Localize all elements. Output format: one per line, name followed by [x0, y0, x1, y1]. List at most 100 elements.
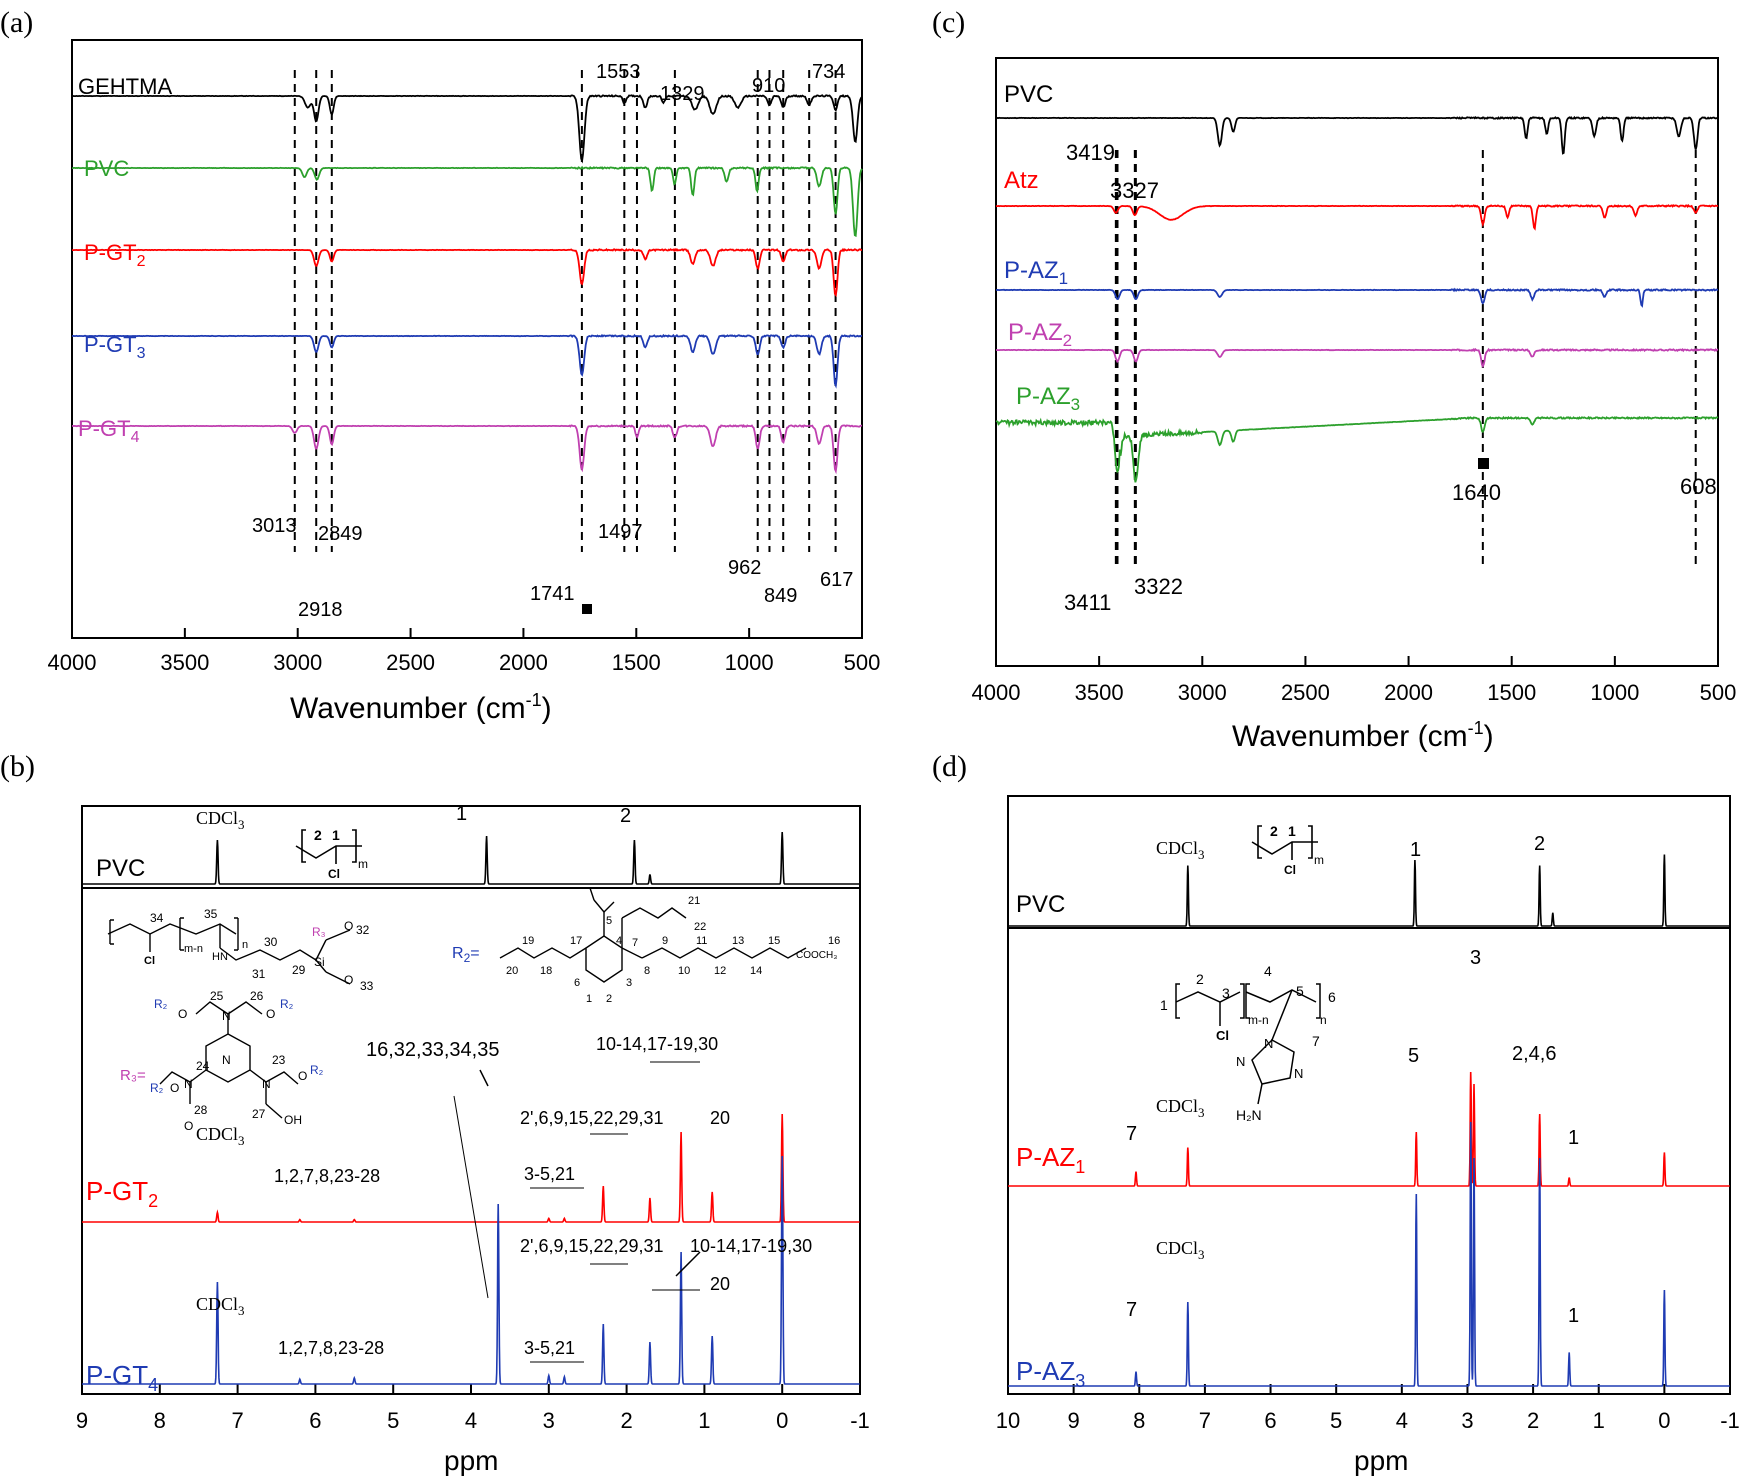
x-tick-label: 7: [231, 1408, 243, 1433]
struct-label-2: 2: [606, 993, 612, 1005]
struct-label-29: 29: [292, 963, 306, 977]
x-tick-label: 4: [465, 1408, 477, 1433]
x-tick-label: 4000: [48, 650, 97, 675]
peak-label-2: 2: [620, 805, 631, 827]
struct-label-22: 22: [694, 921, 706, 933]
x-axis-ticks: 4000 3500 3000 2500 2000 1500 1000 500: [48, 628, 880, 675]
spectrum-line: [995, 415, 1719, 483]
annotation-gt2-1: 1,2,7,8,23-28: [274, 1166, 380, 1186]
peak-label-7-paz1: 7: [1126, 1123, 1137, 1145]
struct-label-35: 35: [204, 907, 218, 921]
annotation-2918: 2918: [298, 599, 343, 621]
annotation-gt4-2: 3-5,21: [524, 1338, 575, 1358]
annotation-gt2-4: 10-14,17-19,30: [596, 1034, 718, 1054]
x-tick-label: 2000: [1384, 680, 1433, 705]
struct-triazine-n: N: [222, 1053, 231, 1067]
struct-label-32: 32: [356, 923, 370, 937]
annotation-962: 962: [728, 557, 761, 579]
solvent-label-cdcl3: CDCl3: [1156, 1096, 1205, 1120]
struct-r2-eq: R2=: [452, 945, 480, 965]
reference-dashed-lines: [293, 70, 837, 552]
struct-o-33: O: [344, 973, 353, 987]
spectra-lines: [71, 93, 863, 475]
x-tick-label: 3: [543, 1408, 555, 1433]
x-tick-label: 5: [387, 1408, 399, 1433]
x-tick-label: 2500: [1281, 680, 1330, 705]
pvc-structure: [295, 829, 362, 864]
struct-r3-eq: R₃=: [120, 1067, 146, 1084]
series-label-pgt2: P-GT2: [86, 1176, 158, 1211]
series-label-pvc: PVC: [1004, 81, 1053, 108]
paz-structure: [1175, 983, 1321, 1105]
annotation-608: 608: [1680, 474, 1717, 499]
peak-label-1: 1: [1410, 839, 1421, 861]
struct-cl: Cl: [328, 867, 340, 881]
annotation-gt4-5: 20: [710, 1274, 730, 1294]
x-tick-label: 0: [1658, 1408, 1670, 1433]
spectrum-line: [995, 287, 1719, 308]
spectrum-line: [71, 247, 862, 298]
struct-label-28: 28: [194, 1103, 208, 1117]
x-tick-label: 10: [996, 1408, 1020, 1433]
spectra-lines: [82, 831, 860, 1385]
x-axis-ticks: 9 8 7 6 5 4 3 2 1 0 -1: [76, 1384, 870, 1433]
annotation-3322: 3322: [1134, 574, 1183, 599]
peak-marker-square: [1478, 458, 1489, 469]
struct-o: O: [178, 1007, 187, 1021]
plot-frame: [71, 39, 863, 639]
struct-cl: Cl: [1216, 1028, 1229, 1043]
spectrum-line: [71, 333, 862, 389]
struct-nh: HN: [212, 951, 228, 963]
x-tick-label: 3500: [1075, 680, 1124, 705]
struct-label-7: 7: [1312, 1033, 1320, 1049]
solvent-label-cdcl3: CDCl3: [196, 808, 245, 832]
annotation-1497: 1497: [598, 521, 643, 543]
spectrum-line: [82, 1113, 860, 1223]
panel-letter: (c): [932, 6, 965, 39]
peak-marker-square: [582, 604, 592, 614]
x-tick-label: 0: [776, 1408, 788, 1433]
plot-frame: [995, 57, 1719, 667]
struct-atom-2: 2: [1270, 823, 1278, 839]
solvent-label-cdcl3: CDCl3: [1156, 1238, 1205, 1262]
struct-label-14: 14: [750, 965, 762, 977]
struct-o: O: [184, 1119, 193, 1133]
reference-dashed-lines: [1114, 150, 1697, 570]
pgt-structure: [107, 917, 351, 985]
panel-d-nmr-az: (d) 10 9 8 7 6 5 4 3 2 1 0 -1 ppm PVC P-AZ1 P-AZ3 C…: [932, 750, 1740, 1476]
solvent-label-cdcl3: CDCl3: [1156, 838, 1205, 862]
series-label-paz2: P-AZ2: [1008, 319, 1072, 350]
struct-label-16: 16: [828, 935, 840, 947]
struct-label-1: 1: [586, 993, 592, 1005]
struct-label-3: 3: [626, 977, 632, 989]
spectrum-line: [995, 203, 1719, 231]
struct-label-19: 19: [522, 935, 534, 947]
x-tick-label: 4000: [972, 680, 1021, 705]
annotation-gt2-3: 2',6,9,15,22,29,31: [520, 1108, 664, 1128]
series-label-paz1: P-AZ1: [1016, 1142, 1085, 1177]
series-label-gehtma: GEHTMA: [78, 74, 172, 99]
spectra-lines: [1008, 854, 1730, 1387]
x-tick-label: 1: [698, 1408, 710, 1433]
struct-label-34: 34: [150, 911, 164, 925]
series-label-paz1: P-AZ1: [1004, 257, 1068, 288]
struct-label-6: 6: [1328, 989, 1336, 1005]
struct-n: N: [1264, 1036, 1273, 1051]
peak-label-1-paz1: 1: [1568, 1127, 1579, 1149]
struct-label-23: 23: [272, 1053, 286, 1067]
arrow: [675, 1251, 701, 1277]
x-tick-label: 7: [1199, 1408, 1211, 1433]
struct-label-r3: R₃: [312, 925, 326, 939]
panel-c-ftir-atz: (c) 4000 3500 3000 2500 2000 1500 1000 500 Wave…: [932, 6, 1736, 753]
struct-label-30: 30: [264, 935, 278, 949]
struct-label-6: 6: [574, 977, 580, 989]
arrow: [453, 1095, 489, 1299]
panel-a-ftir-gehtma: (a) 4000 3500 3000 2500 2000 1500 1000 500 Wave…: [0, 6, 880, 725]
annotation-849: 849: [764, 585, 797, 607]
struct-label-3: 3: [1222, 985, 1230, 1001]
x-tick-label: 500: [1700, 680, 1737, 705]
x-axis-label: Wavenumber (cm-1): [290, 690, 552, 725]
spectrum-line: [72, 93, 863, 164]
struct-cl: Cl: [144, 955, 155, 967]
x-tick-label: 3500: [160, 650, 209, 675]
